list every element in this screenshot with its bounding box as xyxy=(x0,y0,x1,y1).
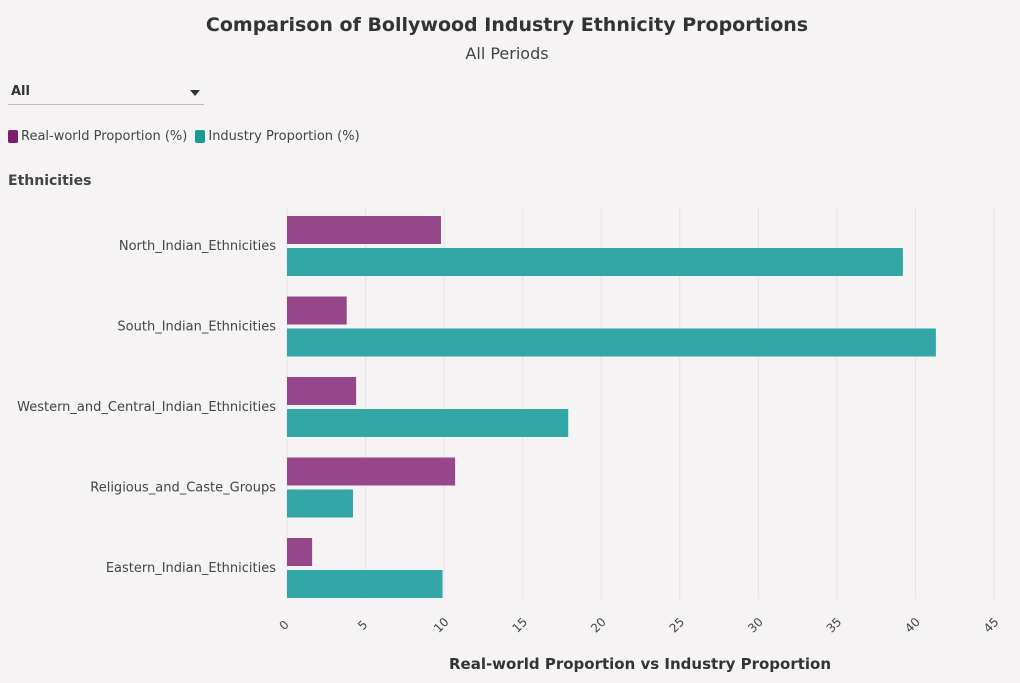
y-tick-label: North_Indian_Ethnicities xyxy=(119,239,276,254)
legend-label-real-world: Real-world Proportion (%) xyxy=(21,128,188,144)
y-axis-title: Ethnicities xyxy=(8,173,92,189)
legend-item-real-world[interactable]: Real-world Proportion (%) xyxy=(8,129,187,144)
x-tick-label: 20 xyxy=(588,615,609,636)
bar-real-world[interactable] xyxy=(287,296,347,325)
chevron-down-icon[interactable] xyxy=(190,90,200,96)
bar-industry[interactable] xyxy=(287,409,569,437)
y-tick-label: South_Indian_Ethnicities xyxy=(117,320,276,335)
x-tick-label: 15 xyxy=(509,615,530,636)
period-filter-value: All xyxy=(11,84,30,99)
legend-label-industry: Industry Proportion (%) xyxy=(208,128,360,144)
bar-industry[interactable] xyxy=(287,570,443,598)
y-tick-label: Western_and_Central_Indian_Ethnicities xyxy=(17,400,276,415)
legend-swatch-industry xyxy=(195,129,206,143)
bar-industry[interactable] xyxy=(287,248,903,276)
legend-item-industry[interactable]: Industry Proportion (%) xyxy=(195,128,360,144)
x-tick-label: 45 xyxy=(981,615,1002,636)
x-axis-title: Real-world Proportion vs Industry Propor… xyxy=(448,655,832,673)
period-filter-dropdown[interactable]: All xyxy=(8,82,204,105)
chart-legend: Real-world Proportion (%) Industry Propo… xyxy=(8,127,368,145)
y-tick-label: Religious_and_Caste_Groups xyxy=(90,481,276,496)
x-tick-label: 25 xyxy=(667,615,688,636)
x-tick-label: 35 xyxy=(824,615,845,636)
bar-real-world[interactable] xyxy=(287,457,456,486)
x-tick-label: 10 xyxy=(431,615,452,636)
legend-swatch-real-world xyxy=(8,129,18,143)
bar-real-world[interactable] xyxy=(287,538,313,566)
x-tick-label: 0 xyxy=(277,618,292,633)
x-tick-label: 40 xyxy=(902,615,923,636)
x-tick-label: 5 xyxy=(355,618,370,633)
bar-real-world[interactable] xyxy=(287,216,441,244)
x-tick-label: 30 xyxy=(745,615,766,636)
bar-industry[interactable] xyxy=(287,328,936,357)
chart-title: Comparison of Bollywood Industry Ethnici… xyxy=(205,14,809,36)
y-tick-label: Eastern_Indian_Ethnicities xyxy=(106,561,276,576)
chart-subtitle: All Periods xyxy=(465,44,549,63)
bar-industry[interactable] xyxy=(287,489,353,518)
bar-real-world[interactable] xyxy=(287,377,357,405)
